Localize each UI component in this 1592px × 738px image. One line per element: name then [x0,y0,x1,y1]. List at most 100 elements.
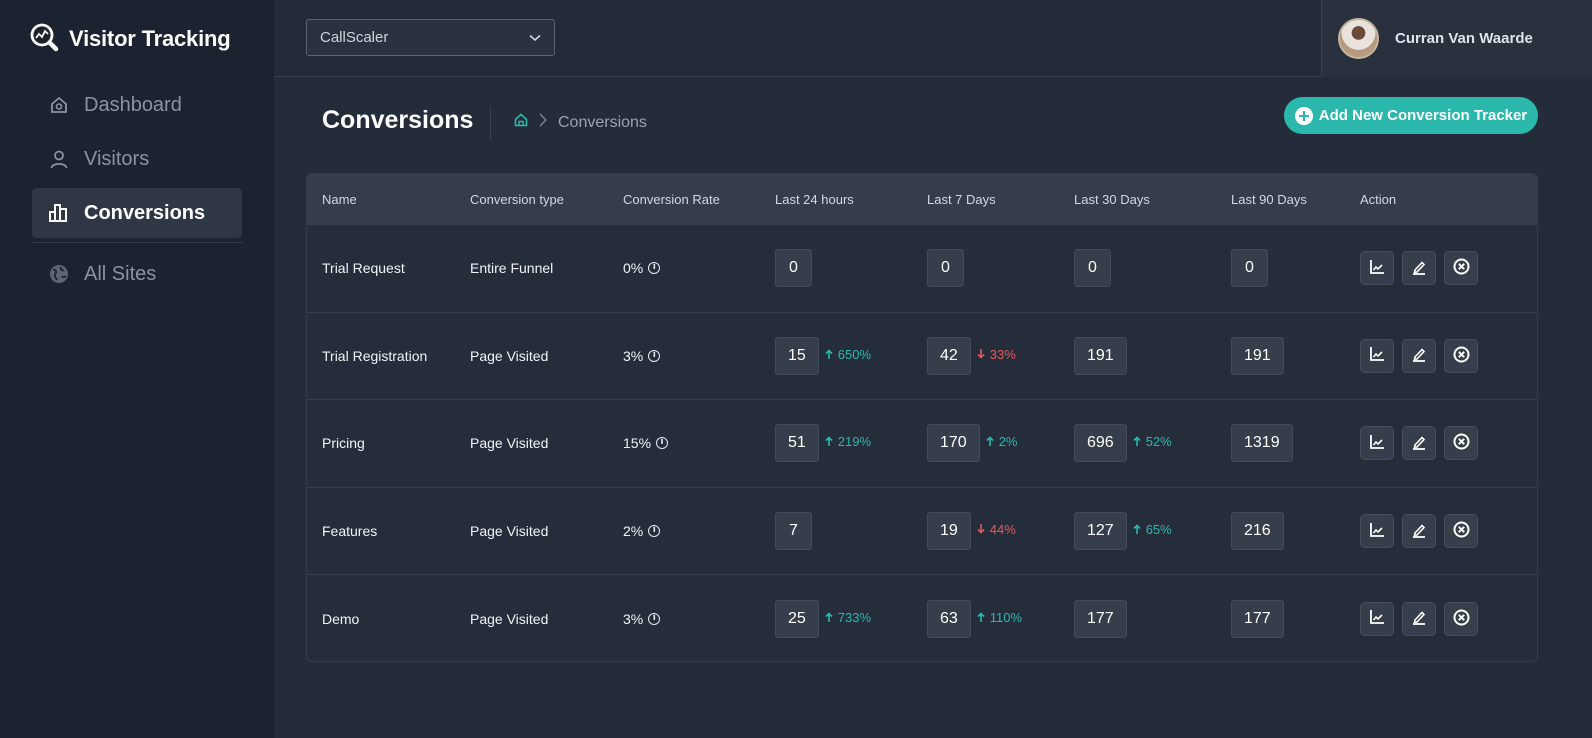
site-select-value: CallScaler [320,29,389,46]
metric-value: 0 [1231,249,1268,288]
metric-value: 127 [1074,512,1127,551]
nav-divider [32,242,242,243]
last-90-days-cell: 0 [1231,249,1360,288]
table-row: Trial Request Entire Funnel 0% i 0 0 0 0 [307,224,1537,312]
brand-title: Visitor Tracking [69,26,231,51]
title-divider [490,106,491,140]
bar-chart-icon [48,202,70,224]
breadcrumb: Conversions [514,112,647,133]
table-row: Features Page Visited 2% i 7 19 44% 127 65%… [307,486,1537,575]
conversion-rate: 2% i [623,523,775,539]
chevron-down-icon [529,29,541,46]
edit-button[interactable] [1402,338,1436,373]
trend-percent: 733% [837,609,872,625]
rate-value: 2% [623,523,644,540]
trend-up: 650% [825,347,871,362]
header-conversion-rate[interactable]: Conversion Rate [623,191,720,207]
site-select[interactable]: CallScaler [306,19,555,56]
last-24-hours-cell: 25 733% [775,599,927,638]
last-30-days-cell: 177 [1074,599,1231,638]
trend-up: 2% [986,434,1018,449]
delete-button[interactable] [1444,338,1478,373]
header-last-90-days[interactable]: Last 90 Days [1231,191,1307,207]
view-chart-button[interactable] [1360,426,1394,461]
info-icon[interactable]: i [648,525,661,538]
trend-up: 219% [825,434,871,449]
topbar: CallScaler Curran Van Waarde [274,0,1592,77]
edit-button[interactable] [1402,426,1436,461]
line-chart-icon [1369,522,1385,541]
header-last-30-days[interactable]: Last 30 Days [1074,191,1150,207]
row-actions [1360,338,1520,373]
sidebar-item-visitors[interactable]: Visitors [32,134,242,184]
last-30-days-cell: 0 [1074,249,1231,288]
sidebar-item-label: Dashboard [84,93,182,116]
metric-value: 51 [775,424,819,463]
header-last-7-days[interactable]: Last 7 Days [927,191,996,207]
user-menu[interactable]: Curran Van Waarde [1321,0,1592,77]
info-icon[interactable]: i [648,349,661,362]
info-icon[interactable]: i [648,262,661,275]
sidebar-item-all-sites[interactable]: All Sites [32,249,242,299]
add-button-label: Add New Conversion Tracker [1318,107,1528,124]
arrow-up-icon [825,610,833,625]
edit-button[interactable] [1402,601,1436,636]
brand[interactable]: Visitor Tracking [29,22,231,56]
sidebar-item-label: Visitors [84,147,150,170]
user-icon [48,148,70,170]
table-row: Trial Registration Page Visited 3% i 15 65… [307,311,1537,400]
row-actions [1360,251,1520,286]
conversion-name: Features [322,523,378,540]
metric-value: 63 [927,599,971,638]
sidebar-item-dashboard[interactable]: Dashboard [32,80,242,130]
home-icon [48,94,70,116]
arrow-up-icon [986,434,994,449]
conversion-rate: 0% i [623,260,775,276]
conversion-name: Pricing [322,435,365,452]
header-name[interactable]: Name [322,191,357,207]
conversion-rate: 15% i [623,435,775,451]
metric-value: 0 [927,249,964,288]
rate-value: 3% [623,347,644,364]
line-chart-icon [1369,434,1385,453]
line-chart-icon [1369,346,1385,365]
edit-button[interactable] [1402,251,1436,286]
header-conversion-type[interactable]: Conversion type [470,191,564,207]
info-icon[interactable]: i [648,612,661,625]
last-30-days-cell: 127 65% [1074,512,1231,551]
delete-button[interactable] [1444,601,1478,636]
edit-button[interactable] [1402,514,1436,549]
delete-button[interactable] [1444,426,1478,461]
trend-up: 110% [977,610,1022,625]
sidebar-item-conversions[interactable]: Conversions [32,188,242,238]
view-chart-button[interactable] [1360,601,1394,636]
trend-percent: 65% [1145,522,1172,538]
last-24-hours-cell: 51 219% [775,424,927,463]
arrow-down-icon [977,347,985,362]
conversions-table: Name Conversion type Conversion Rate Las… [306,173,1538,662]
add-conversion-tracker-button[interactable]: Add New Conversion Tracker [1284,97,1538,134]
header-last-24-hours[interactable]: Last 24 hours [775,191,854,207]
view-chart-button[interactable] [1360,514,1394,549]
delete-button[interactable] [1444,251,1478,286]
view-chart-button[interactable] [1360,338,1394,373]
pencil-icon [1411,522,1427,541]
trend-down: 44% [977,522,1016,537]
conversion-rate: 3% i [623,611,775,627]
last-24-hours-cell: 0 [775,249,927,288]
arrow-down-icon [977,522,985,537]
line-chart-icon [1369,259,1385,278]
metric-value: 177 [1074,599,1127,638]
metric-value: 191 [1074,336,1127,375]
plus-circle-icon [1294,106,1313,125]
table-header: Name Conversion type Conversion Rate Las… [307,174,1537,224]
home-icon[interactable] [514,113,528,132]
metric-value: 0 [775,249,812,288]
last-7-days-cell: 170 2% [927,424,1074,463]
info-icon[interactable]: i [656,437,669,450]
page-title: Conversions [322,106,474,134]
arrow-up-icon [1133,434,1141,449]
table-body: Trial Request Entire Funnel 0% i 0 0 0 0 [307,224,1537,661]
delete-button[interactable] [1444,514,1478,549]
view-chart-button[interactable] [1360,251,1394,286]
